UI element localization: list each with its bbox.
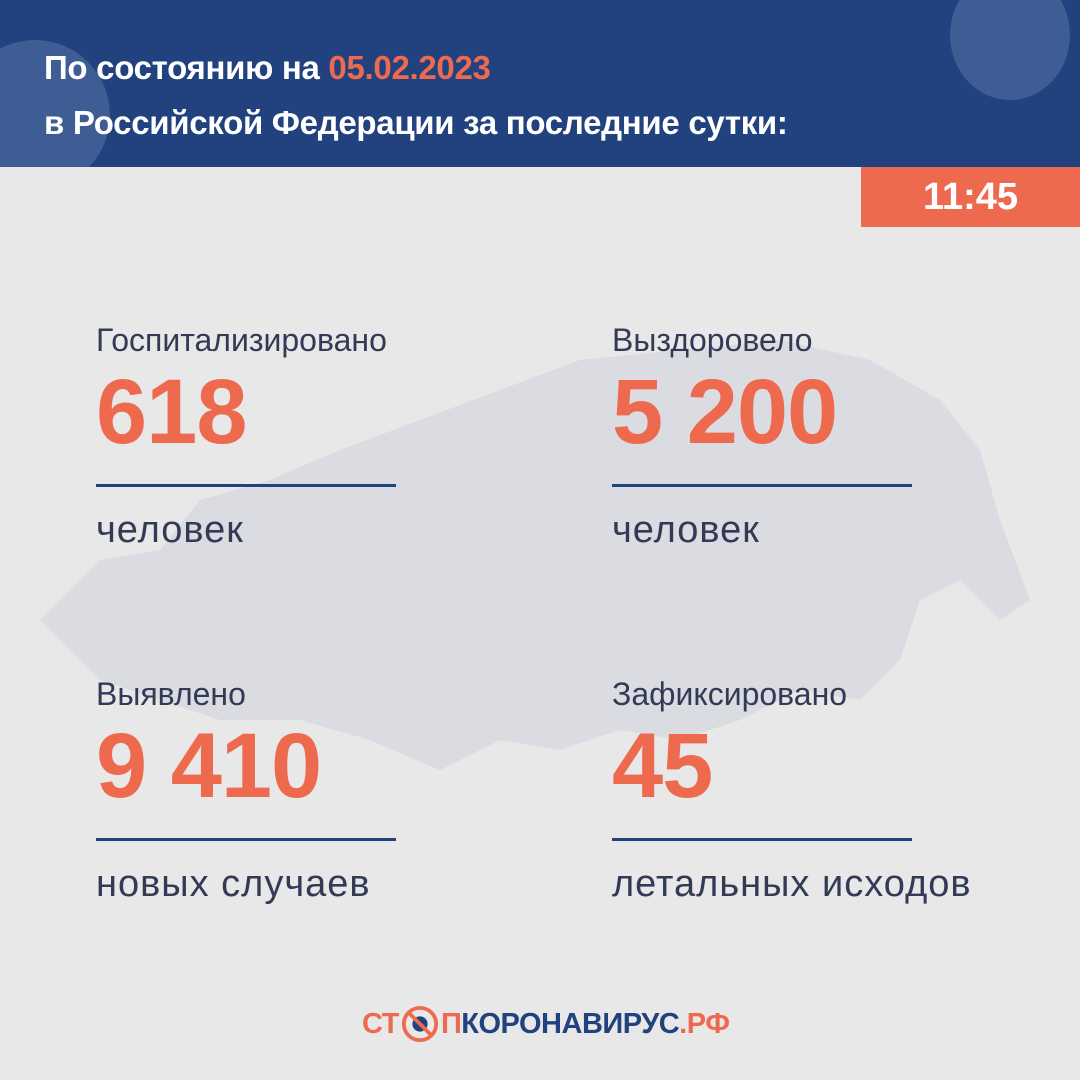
- title-prefix: По состоянию на: [44, 49, 320, 86]
- logo-text: П: [440, 1007, 462, 1040]
- stat-unit: новых случаев: [96, 863, 371, 905]
- header-banner: По состоянию на 05.02.2023 в Российской …: [0, 0, 1080, 167]
- stat-deaths: Зафиксировано 45 летальных исходов: [612, 676, 1072, 906]
- report-date: 05.02.2023: [328, 49, 491, 86]
- stat-label: Госпитализировано: [96, 322, 387, 358]
- stat-unit: летальных исходов: [612, 863, 972, 905]
- page-title: По состоянию на 05.02.2023 в Российской …: [44, 40, 788, 150]
- divider: [612, 484, 912, 487]
- stat-label: Выявлено: [96, 676, 246, 712]
- logo-text: КОРОНАВИРУС: [461, 1007, 680, 1040]
- logo-text: .РФ: [679, 1007, 730, 1040]
- stopcoronavirus-logo: СТ П КОРОНАВИРУС .РФ: [362, 1005, 730, 1043]
- stat-hospitalized: Госпитализировано 618 человек: [96, 322, 516, 552]
- stat-label: Выздоровело: [612, 322, 813, 358]
- virus-decoration: [950, 0, 1070, 100]
- logo-text: СТ: [362, 1007, 399, 1040]
- stat-unit: человек: [612, 509, 760, 551]
- stat-unit: человек: [96, 509, 244, 551]
- stop-virus-icon: [401, 1005, 438, 1043]
- stat-recovered: Выздоровело 5 200 человек: [612, 322, 1032, 552]
- divider: [612, 838, 912, 841]
- report-time-badge: 11:45: [861, 167, 1080, 227]
- title-line2: в Российской Федерации за последние сутк…: [44, 104, 788, 141]
- stat-value: 45: [612, 715, 713, 817]
- stat-detected: Выявлено 9 410 новых случаев: [96, 676, 516, 906]
- divider: [96, 838, 396, 841]
- stat-label: Зафиксировано: [612, 676, 848, 712]
- russia-map-silhouette: [40, 340, 1030, 770]
- stat-value: 9 410: [96, 715, 322, 817]
- stat-value: 5 200: [612, 361, 838, 463]
- divider: [96, 484, 396, 487]
- stat-value: 618: [96, 361, 248, 463]
